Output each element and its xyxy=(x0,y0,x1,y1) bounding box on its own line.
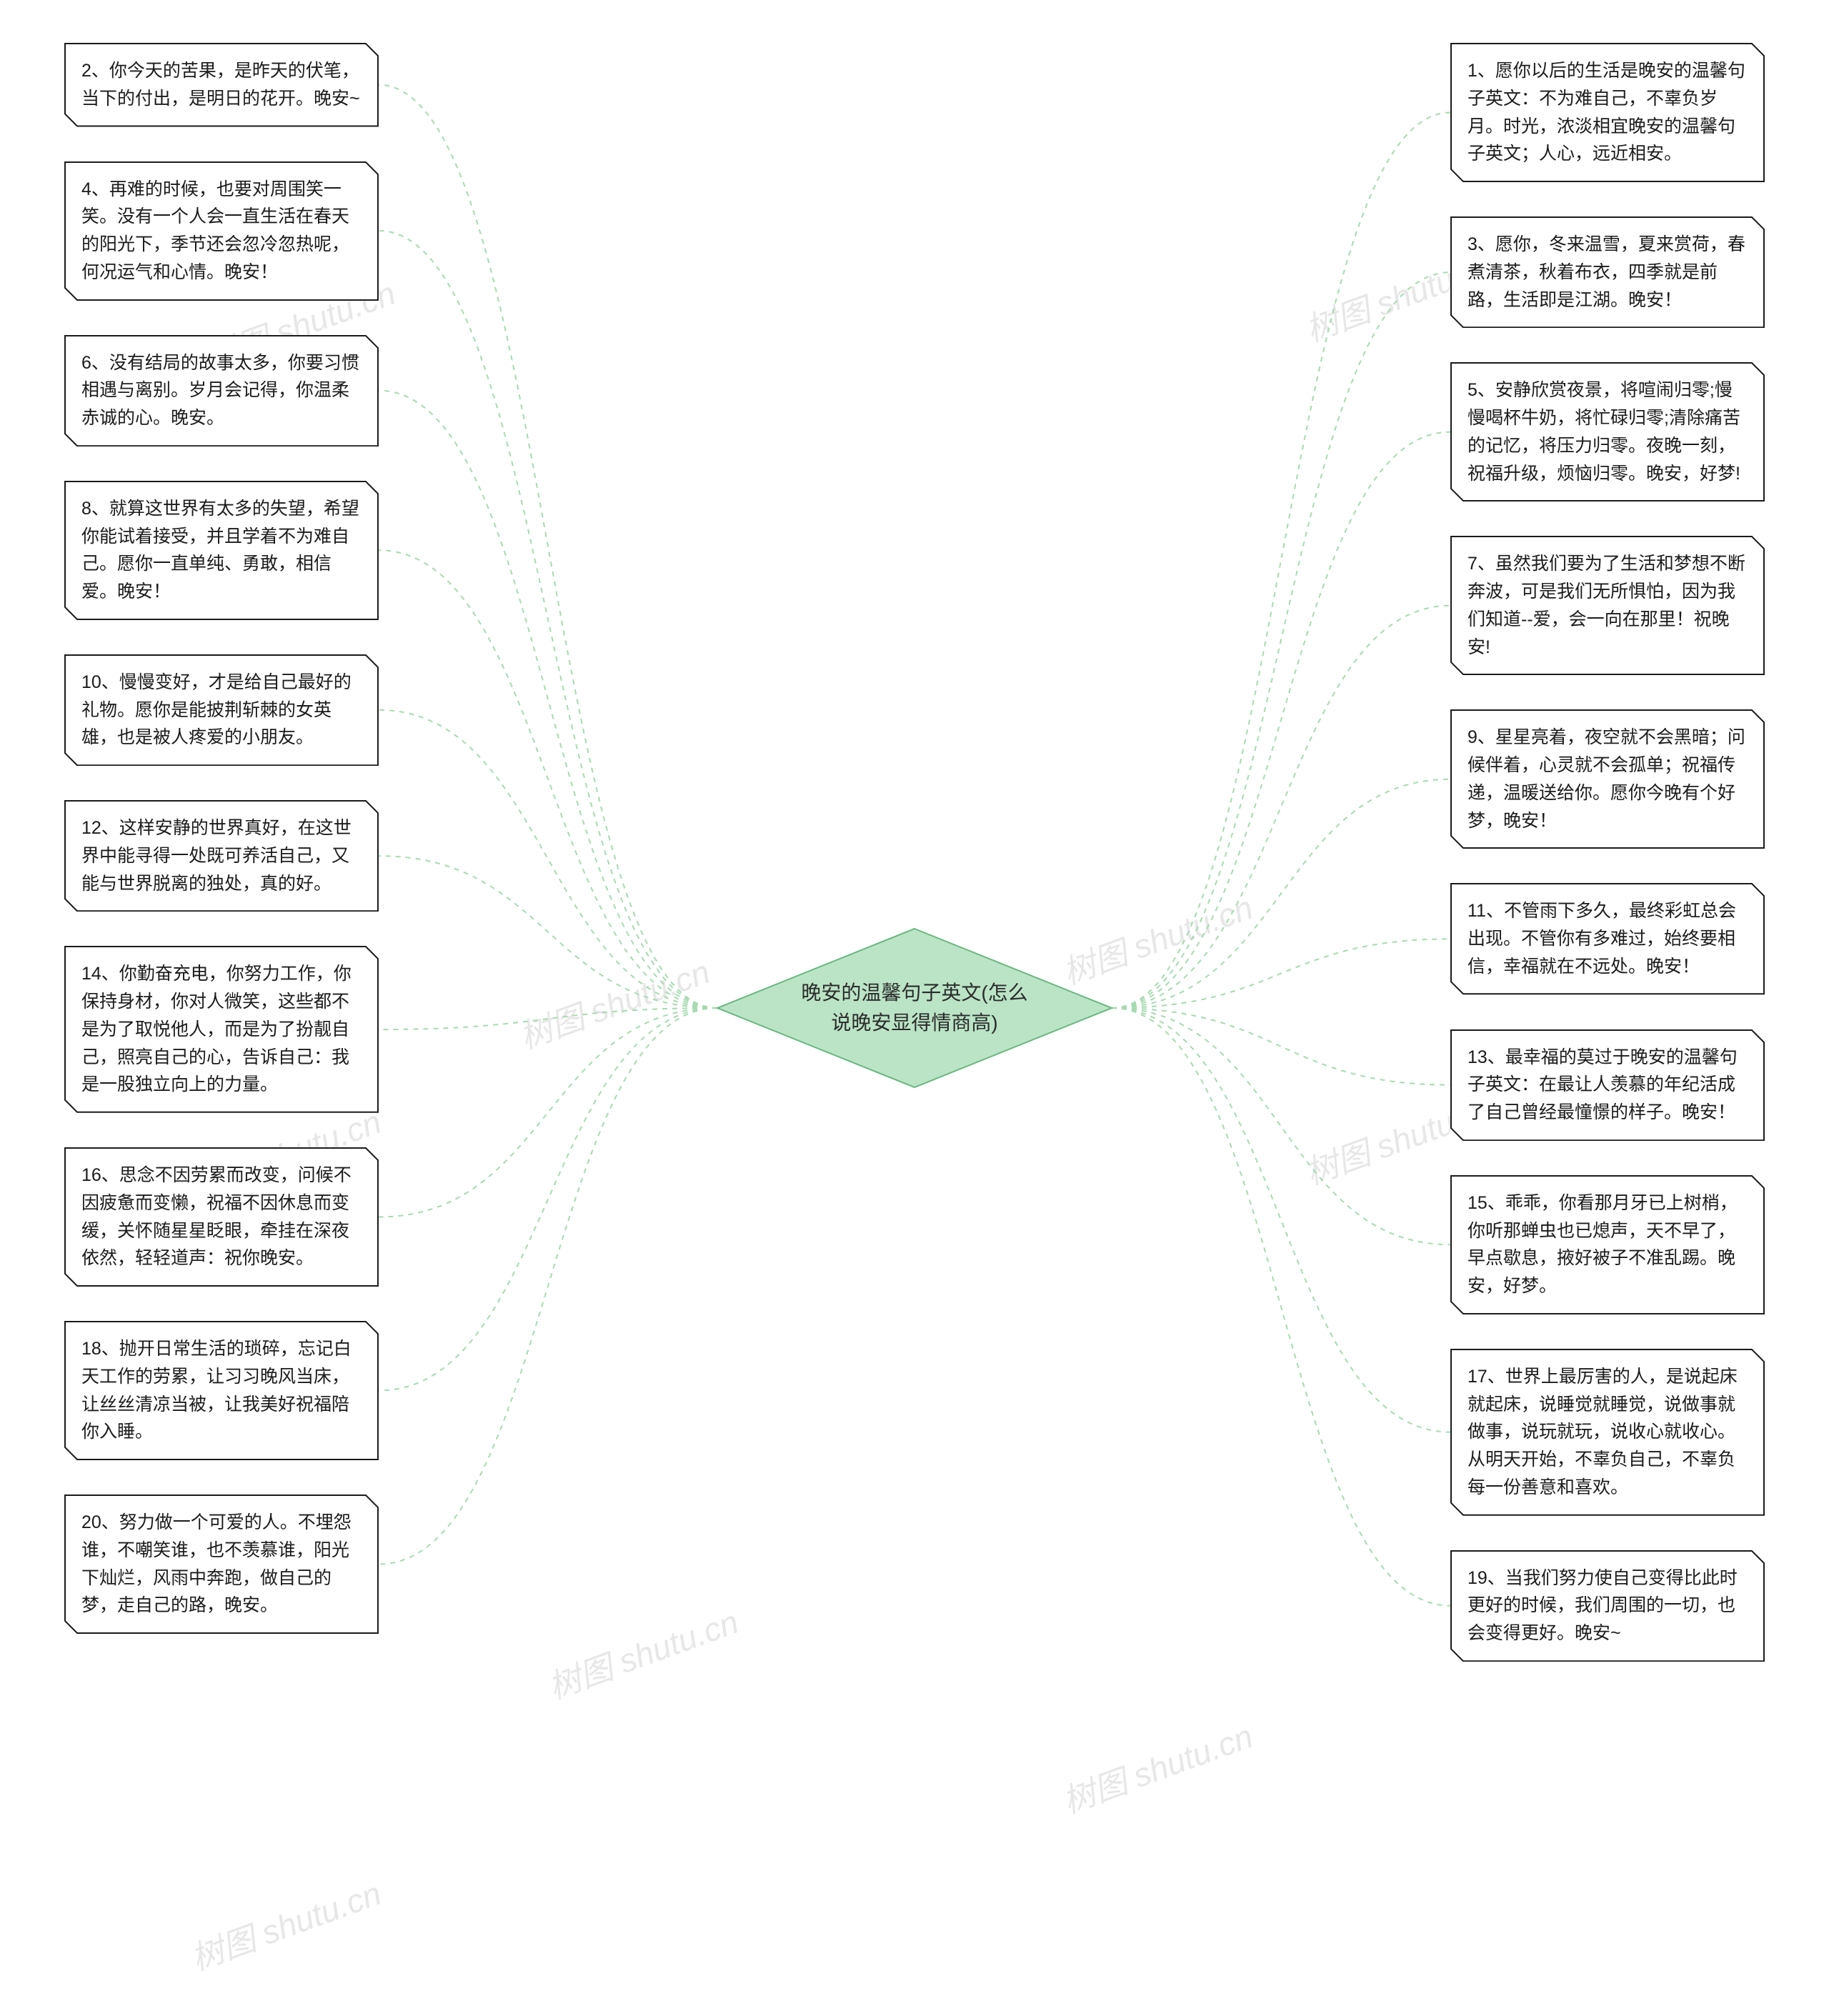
left-node: 18、抛开日常生活的琐碎，忘记白天工作的劳累，让习习晚风当床，让丝丝清凉当被，让… xyxy=(64,1321,379,1460)
center-title: 晚安的温馨句子英文(怎么 说晚安显得情商高) xyxy=(800,978,1029,1038)
watermark-text: 树图 shutu.cn xyxy=(541,1596,744,1708)
node-text: 13、最幸福的莫过于晚安的温馨句子英文：在最让人羡慕的年纪活成了自己曾经最憧憬的… xyxy=(1450,1029,1765,1141)
node-text: 6、没有结局的故事太多，你要习惯相遇与离别。岁月会记得，你温柔赤诚的心。晚安。 xyxy=(64,335,379,446)
left-node: 12、这样安静的世界真好，在这世界中能寻得一处既可养活自己，又能与世界脱离的独处… xyxy=(64,800,379,912)
center-title-line2: 说晚安显得情商高) xyxy=(831,1012,997,1034)
watermark-text: 树图 shutu.cn xyxy=(512,946,715,1058)
node-box: 13、最幸福的莫过于晚安的温馨句子英文：在最让人羡慕的年纪活成了自己曾经最憧憬的… xyxy=(1450,1029,1765,1141)
node-text: 8、就算这世界有太多的失望，希望你能试着接受，并且学着不为难自己。愿你一直单纯、… xyxy=(64,481,379,620)
node-text: 11、不管雨下多久，最终彩虹总会出现。不管你有多难过，始终要相信，幸福就在不远处… xyxy=(1450,883,1765,994)
right-node: 7、虽然我们要为了生活和梦想不断奔波，可是我们无所惧怕，因为我们知道--爱，会一… xyxy=(1450,536,1765,675)
left-node: 8、就算这世界有太多的失望，希望你能试着接受，并且学着不为难自己。愿你一直单纯、… xyxy=(64,481,379,620)
watermark-text: 树图 shutu.cn xyxy=(184,1867,387,1980)
node-text: 15、乖乖，你看那月牙已上树梢，你听那蝉虫也已熄声，天不早了，早点歇息，掖好被子… xyxy=(1450,1175,1765,1314)
node-text: 20、努力做一个可爱的人。不埋怨谁，不嘲笑谁，也不羡慕谁，阳光下灿烂，风雨中奔跑… xyxy=(64,1494,379,1634)
center-title-line1: 晚安的温馨句子英文(怎么 xyxy=(801,982,1027,1004)
node-box: 10、慢慢变好，才是给自己最好的礼物。愿你是能披荆斩棘的女英雄，也是被人疼爱的小… xyxy=(64,654,379,766)
node-box: 6、没有结局的故事太多，你要习惯相遇与离别。岁月会记得，你温柔赤诚的心。晚安。 xyxy=(64,335,379,446)
node-text: 9、星星亮着，夜空就不会黑暗；问候伴着，心灵就不会孤单；祝福传递，温暖送给你。愿… xyxy=(1450,709,1765,849)
node-text: 4、再难的时候，也要对周围笑一笑。没有一个人会一直生活在春天的阳光下，季节还会忽… xyxy=(64,161,379,301)
left-column: 2、你今天的苦果，是昨天的伏笔，当下的付出，是明日的花开。晚安~ 4、再难的时候… xyxy=(64,43,379,1634)
node-text: 10、慢慢变好，才是给自己最好的礼物。愿你是能披荆斩棘的女英雄，也是被人疼爱的小… xyxy=(64,654,379,766)
node-box: 16、思念不因劳累而改变，问候不因疲惫而变懒，祝福不因休息而变缓，关怀随星星眨眼… xyxy=(64,1147,379,1287)
mindmap-canvas: 树图 shutu.cn 树图 shutu.cn 树图 shutu.cn 树图 shut… xyxy=(0,0,1829,2016)
node-box: 7、虽然我们要为了生活和梦想不断奔波，可是我们无所惧怕，因为我们知道--爱，会一… xyxy=(1450,536,1765,675)
node-text: 1、愿你以后的生活是晚安的温馨句子英文：不为难自己，不辜负岁月。时光，浓淡相宜晚… xyxy=(1450,43,1765,182)
node-box: 2、你今天的苦果，是昨天的伏笔，当下的付出，是明日的花开。晚安~ xyxy=(64,43,379,127)
node-box: 14、你勤奋充电，你努力工作，你保持身材，你对人微笑，这些都不是为了取悦他人，而… xyxy=(64,946,379,1113)
node-box: 20、努力做一个可爱的人。不埋怨谁，不嘲笑谁，也不羡慕谁，阳光下灿烂，风雨中奔跑… xyxy=(64,1494,379,1634)
node-box: 15、乖乖，你看那月牙已上树梢，你听那蝉虫也已熄声，天不早了，早点歇息，掖好被子… xyxy=(1450,1175,1765,1314)
right-node: 19、当我们努力使自己变得比此时更好的时候，我们周围的一切，也会变得更好。晚安~ xyxy=(1450,1550,1765,1662)
node-text: 3、愿你，冬来温雪，夏来赏荷，春煮清茶，秋着布衣，四季就是前路，生活即是江湖。晚… xyxy=(1450,216,1765,328)
right-node: 1、愿你以后的生活是晚安的温馨句子英文：不为难自己，不辜负岁月。时光，浓淡相宜晚… xyxy=(1450,43,1765,182)
node-box: 9、星星亮着，夜空就不会黑暗；问候伴着，心灵就不会孤单；祝福传递，温暖送给你。愿… xyxy=(1450,709,1765,849)
node-box: 5、安静欣赏夜景，将喧闹归零;慢慢喝杯牛奶，将忙碌归零;清除痛苦的记忆，将压力归… xyxy=(1450,362,1765,501)
node-text: 12、这样安静的世界真好，在这世界中能寻得一处既可养活自己，又能与世界脱离的独处… xyxy=(64,800,379,912)
node-text: 17、世界上最厉害的人，是说起床就起床，说睡觉就睡觉，说做事就做事，说玩就玩，说… xyxy=(1450,1349,1765,1516)
left-node: 14、你勤奋充电，你努力工作，你保持身材，你对人微笑，这些都不是为了取悦他人，而… xyxy=(64,946,379,1113)
left-node: 2、你今天的苦果，是昨天的伏笔，当下的付出，是明日的花开。晚安~ xyxy=(64,43,379,127)
center-node: 晚安的温馨句子英文(怎么 说晚安显得情商高) xyxy=(714,926,1115,1090)
node-box: 19、当我们努力使自己变得比此时更好的时候，我们周围的一切，也会变得更好。晚安~ xyxy=(1450,1550,1765,1662)
node-text: 5、安静欣赏夜景，将喧闹归零;慢慢喝杯牛奶，将忙碌归零;清除痛苦的记忆，将压力归… xyxy=(1450,362,1765,501)
node-text: 19、当我们努力使自己变得比此时更好的时候，我们周围的一切，也会变得更好。晚安~ xyxy=(1450,1550,1765,1662)
left-node: 20、努力做一个可爱的人。不埋怨谁，不嘲笑谁，也不羡慕谁，阳光下灿烂，风雨中奔跑… xyxy=(64,1494,379,1634)
node-box: 4、再难的时候，也要对周围笑一笑。没有一个人会一直生活在春天的阳光下，季节还会忽… xyxy=(64,161,379,301)
right-node: 3、愿你，冬来温雪，夏来赏荷，春煮清茶，秋着布衣，四季就是前路，生活即是江湖。晚… xyxy=(1450,216,1765,328)
right-node: 15、乖乖，你看那月牙已上树梢，你听那蝉虫也已熄声，天不早了，早点歇息，掖好被子… xyxy=(1450,1175,1765,1314)
node-box: 3、愿你，冬来温雪，夏来赏荷，春煮清茶，秋着布衣，四季就是前路，生活即是江湖。晚… xyxy=(1450,216,1765,328)
right-node: 5、安静欣赏夜景，将喧闹归零;慢慢喝杯牛奶，将忙碌归零;清除痛苦的记忆，将压力归… xyxy=(1450,362,1765,501)
watermark-text: 树图 shutu.cn xyxy=(1055,1710,1258,1822)
left-node: 16、思念不因劳累而改变，问候不因疲惫而变懒，祝福不因休息而变缓，关怀随星星眨眼… xyxy=(64,1147,379,1287)
right-node: 9、星星亮着，夜空就不会黑暗；问候伴着，心灵就不会孤单；祝福传递，温暖送给你。愿… xyxy=(1450,709,1765,849)
node-box: 12、这样安静的世界真好，在这世界中能寻得一处既可养活自己，又能与世界脱离的独处… xyxy=(64,800,379,912)
left-node: 6、没有结局的故事太多，你要习惯相遇与离别。岁月会记得，你温柔赤诚的心。晚安。 xyxy=(64,335,379,446)
node-box: 11、不管雨下多久，最终彩虹总会出现。不管你有多难过，始终要相信，幸福就在不远处… xyxy=(1450,883,1765,994)
right-node: 11、不管雨下多久，最终彩虹总会出现。不管你有多难过，始终要相信，幸福就在不远处… xyxy=(1450,883,1765,994)
node-text: 18、抛开日常生活的琐碎，忘记白天工作的劳累，让习习晚风当床，让丝丝清凉当被，让… xyxy=(64,1321,379,1460)
right-node: 13、最幸福的莫过于晚安的温馨句子英文：在最让人羡慕的年纪活成了自己曾经最憧憬的… xyxy=(1450,1029,1765,1141)
node-box: 18、抛开日常生活的琐碎，忘记白天工作的劳累，让习习晚风当床，让丝丝清凉当被，让… xyxy=(64,1321,379,1460)
left-node: 10、慢慢变好，才是给自己最好的礼物。愿你是能披荆斩棘的女英雄，也是被人疼爱的小… xyxy=(64,654,379,766)
right-node: 17、世界上最厉害的人，是说起床就起床，说睡觉就睡觉，说做事就做事，说玩就玩，说… xyxy=(1450,1349,1765,1516)
node-text: 14、你勤奋充电，你努力工作，你保持身材，你对人微笑，这些都不是为了取悦他人，而… xyxy=(64,946,379,1113)
node-box: 17、世界上最厉害的人，是说起床就起床，说睡觉就睡觉，说做事就做事，说玩就玩，说… xyxy=(1450,1349,1765,1516)
node-box: 1、愿你以后的生活是晚安的温馨句子英文：不为难自己，不辜负岁月。时光，浓淡相宜晚… xyxy=(1450,43,1765,182)
node-text: 16、思念不因劳累而改变，问候不因疲惫而变懒，祝福不因休息而变缓，关怀随星星眨眼… xyxy=(64,1147,379,1287)
node-text: 2、你今天的苦果，是昨天的伏笔，当下的付出，是明日的花开。晚安~ xyxy=(64,43,379,127)
right-column: 1、愿你以后的生活是晚安的温馨句子英文：不为难自己，不辜负岁月。时光，浓淡相宜晚… xyxy=(1450,43,1765,1662)
left-node: 4、再难的时候，也要对周围笑一笑。没有一个人会一直生活在春天的阳光下，季节还会忽… xyxy=(64,161,379,301)
node-box: 8、就算这世界有太多的失望，希望你能试着接受，并且学着不为难自己。愿你一直单纯、… xyxy=(64,481,379,620)
node-text: 7、虽然我们要为了生活和梦想不断奔波，可是我们无所惧怕，因为我们知道--爱，会一… xyxy=(1450,536,1765,675)
